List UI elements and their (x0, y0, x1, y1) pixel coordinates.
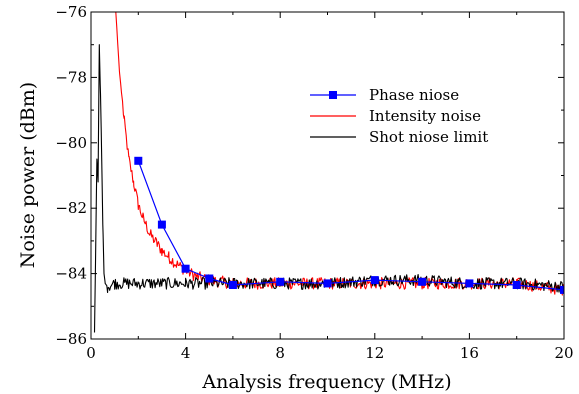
phase-noise-point (465, 279, 473, 287)
legend-marker-phase-niose (329, 91, 337, 99)
y-tick-label: −84 (55, 265, 87, 283)
series-line-shot-niose-limit (95, 45, 565, 333)
legend-label-intensity-noise: Intensity noise (369, 107, 481, 125)
y-tick-label: −76 (55, 3, 87, 21)
y-tick-label: −86 (55, 330, 87, 348)
plot-frame (91, 12, 564, 339)
phase-noise-point (229, 281, 237, 289)
phase-noise-point (418, 278, 426, 286)
series-line-phase-niose (138, 161, 564, 290)
phase-noise-point (158, 221, 166, 229)
phase-noise-point (205, 275, 213, 283)
phase-noise-point (371, 276, 379, 284)
legend-label-shot-niose-limit: Shot niose limit (369, 128, 488, 146)
x-axis-title: Analysis frequency (MHz) (201, 371, 451, 393)
x-tick-label: 20 (554, 344, 573, 362)
series-line-intensity-noise (116, 12, 564, 295)
phase-noise-point (182, 265, 190, 273)
y-axis-title: Noise power (dBm) (17, 82, 39, 268)
y-tick-label: −80 (55, 134, 87, 152)
x-tick-label: 4 (181, 344, 191, 362)
y-tick-label: −78 (55, 68, 87, 86)
legend: Phase niose Intensity noise Shot niose lim… (310, 86, 488, 146)
phase-noise-point (276, 278, 284, 286)
phase-noise-point (134, 157, 142, 165)
x-tick-label: 0 (86, 344, 96, 362)
phase-noise-point (324, 279, 332, 287)
y-tick-label: −82 (55, 199, 87, 217)
legend-label-phase-niose: Phase niose (369, 86, 459, 104)
x-tick-label: 16 (460, 344, 479, 362)
phase-noise-point (513, 281, 521, 289)
x-tick-label: 12 (365, 344, 384, 362)
x-tick-label: 8 (275, 344, 285, 362)
